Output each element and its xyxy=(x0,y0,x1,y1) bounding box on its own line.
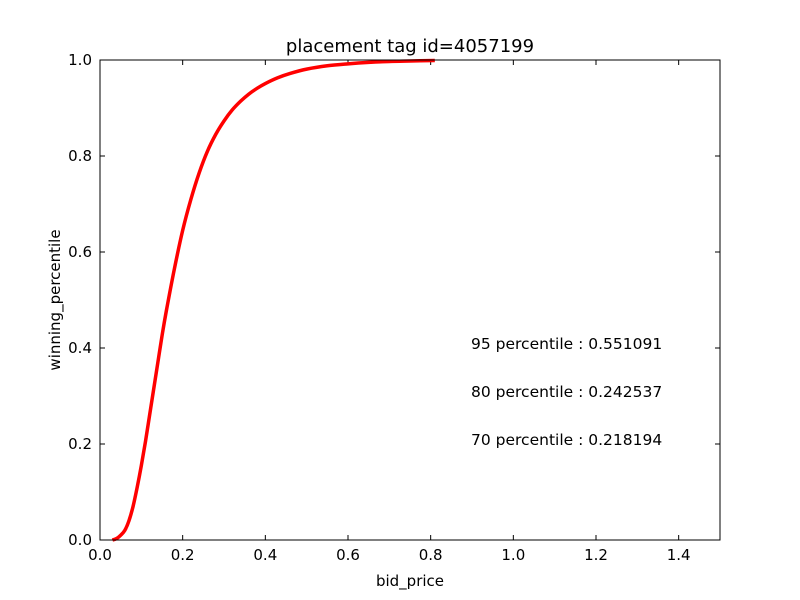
y-tick-label: 0.2 xyxy=(68,435,92,453)
series-layer xyxy=(111,58,435,542)
plot-frame xyxy=(99,59,721,541)
x-tick-label: 0.6 xyxy=(336,546,360,564)
y-axis-label: winning_percentile xyxy=(46,229,65,370)
y-tick-label: 1.0 xyxy=(68,51,92,69)
percentile-annotation: 80 percentile : 0.242537 xyxy=(471,383,662,401)
x-tick-label: 0.4 xyxy=(253,546,277,564)
percentile-annotation: 70 percentile : 0.218194 xyxy=(471,431,662,449)
y-tick-label: 0.4 xyxy=(68,339,92,357)
x-tick-label: 1.0 xyxy=(501,546,525,564)
annotations: 95 percentile : 0.551091 80 percentile : … xyxy=(471,335,662,449)
y-tick-label: 0.0 xyxy=(68,531,92,549)
x-axis-label: bid_price xyxy=(376,572,444,591)
x-tick-label: 0.0 xyxy=(88,546,112,564)
x-tick-label: 0.2 xyxy=(171,546,195,564)
x-tick-label: 0.8 xyxy=(419,546,443,564)
plot-area xyxy=(100,60,720,540)
percentile-annotation: 95 percentile : 0.551091 xyxy=(471,335,662,353)
y-tick-label: 0.8 xyxy=(68,147,92,165)
x-tick-label: 1.4 xyxy=(667,546,691,564)
x-tick-label: 1.2 xyxy=(584,546,608,564)
cdf-series-line xyxy=(111,58,435,542)
axis-ticks: 0.0 0.2 0.4 0.6 0.8 1.0 1.2 1.4 0.0 0.2 0.4 0.6 0.8 1… xyxy=(68,51,720,564)
chart-title: placement tag id=4057199 xyxy=(286,36,534,57)
y-tick-label: 0.6 xyxy=(68,243,92,261)
